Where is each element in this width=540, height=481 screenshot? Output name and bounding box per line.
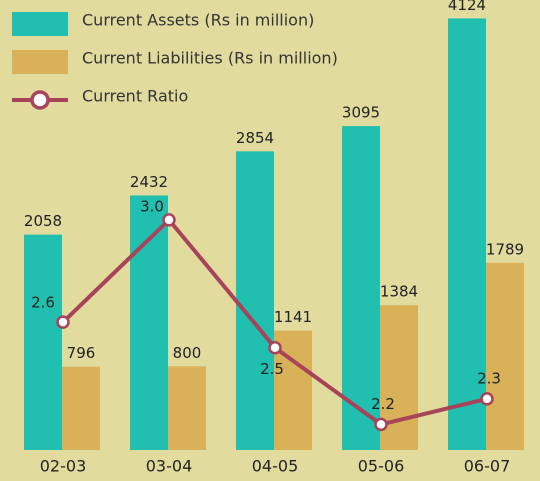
ratio-marker	[480, 392, 494, 406]
ratio-value-label: 2.6	[31, 294, 55, 312]
ratio-value-label: 2.5	[260, 360, 284, 378]
legend-label: Current Ratio	[82, 87, 188, 106]
ratio-value-label: 2.3	[477, 369, 501, 387]
ratio-value-label: 2.2	[371, 395, 395, 413]
x-tick-label: 06-07	[464, 457, 511, 476]
legend-label: Current Assets (Rs in million)	[82, 11, 314, 30]
legend-marker	[30, 90, 50, 110]
bar-value-label: 2432	[130, 173, 168, 191]
x-tick-label: 04-05	[252, 457, 299, 476]
bar	[486, 262, 524, 450]
legend-label: Current Liabilities (Rs in million)	[82, 49, 338, 68]
bar	[448, 18, 486, 450]
bar	[130, 195, 168, 450]
bar-value-label: 2058	[24, 212, 62, 230]
ratio-marker	[374, 417, 388, 432]
bar-value-label: 796	[67, 344, 96, 362]
bar-value-label: 1789	[486, 240, 524, 258]
bar-value-label: 1141	[274, 308, 312, 326]
bar	[236, 151, 274, 451]
bar	[24, 234, 62, 450]
x-tick-label: 03-04	[146, 457, 193, 476]
bar	[62, 366, 100, 450]
bar-value-label: 800	[173, 344, 202, 362]
legend-swatch	[12, 50, 68, 74]
bar-value-label: 1384	[380, 283, 418, 301]
bar	[168, 366, 206, 450]
ratio-marker	[268, 340, 282, 355]
bar-value-label: 3095	[342, 104, 380, 122]
bar	[342, 126, 380, 451]
bar-value-label: 4124	[448, 0, 486, 14]
ratio-marker	[56, 315, 70, 329]
ratio-value-label: 3.0	[140, 197, 164, 215]
x-tick-label: 05-06	[358, 457, 405, 476]
bar-value-label: 2854	[236, 129, 274, 147]
ratio-marker	[162, 213, 176, 227]
legend-swatch	[12, 12, 68, 36]
x-tick-label: 02-03	[40, 457, 87, 476]
